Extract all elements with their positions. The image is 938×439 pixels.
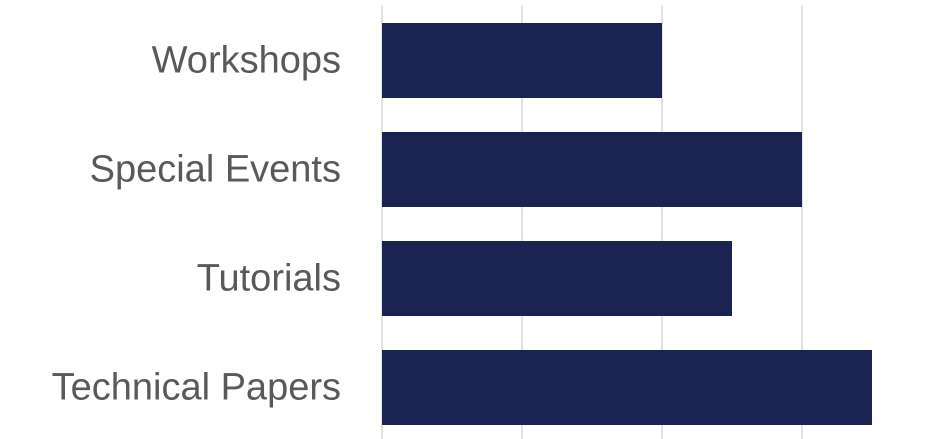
bar-special-events — [382, 132, 802, 207]
category-labels: Workshops Special Events Tutorials Technica… — [52, 40, 341, 409]
bar-technical-papers — [382, 350, 872, 425]
category-label-tutorials: Tutorials — [197, 258, 341, 300]
category-label-workshops: Workshops — [152, 40, 341, 82]
bar-workshops — [382, 23, 662, 98]
category-label-technical-papers: Technical Papers — [52, 367, 341, 409]
bars — [382, 23, 872, 425]
category-label-special-events: Special Events — [90, 149, 341, 191]
bar-tutorials — [382, 241, 732, 316]
